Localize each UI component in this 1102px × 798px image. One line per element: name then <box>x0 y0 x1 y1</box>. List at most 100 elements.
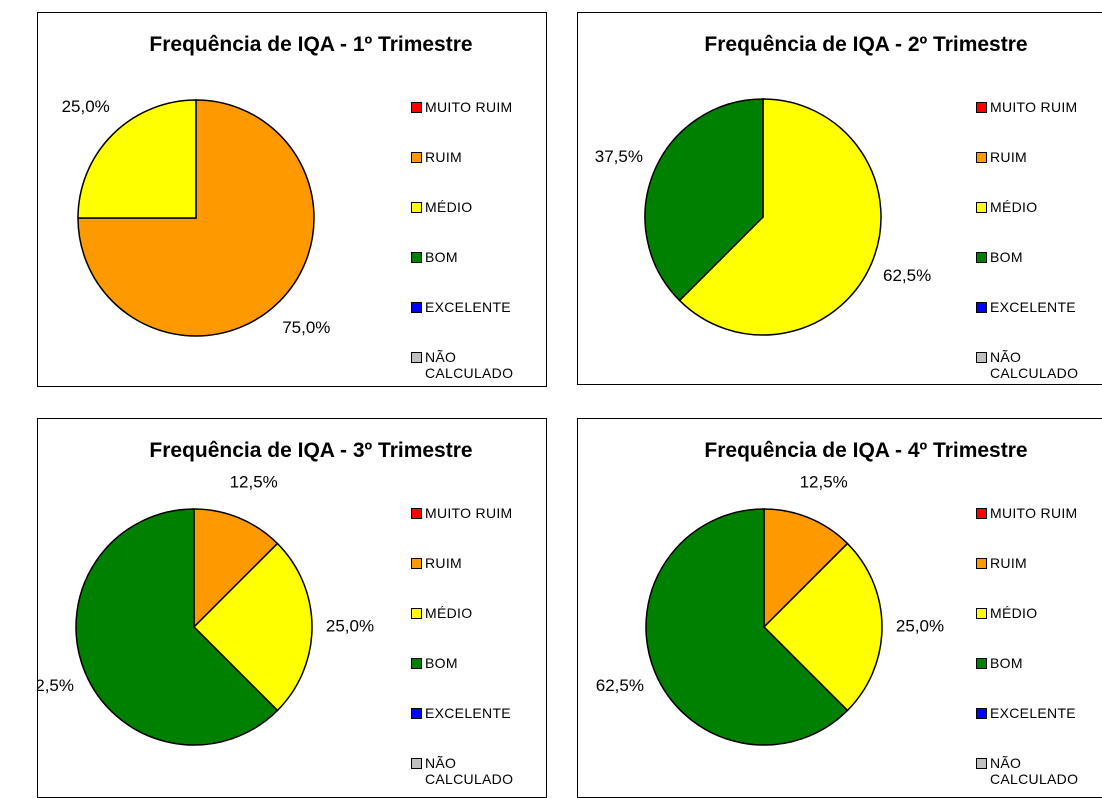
legend-item: MUITO RUIM <box>411 99 537 115</box>
chart-panel: 75,0% 25,0% Frequência de IQA - 1º Trimest… <box>37 12 547 387</box>
legend-swatch <box>976 758 987 769</box>
chart-panel: 12,5% 25,0% 62,5% Frequência de IQA - 4º Tr… <box>577 418 1102 798</box>
slice-label: 37,5% <box>595 147 643 166</box>
chart-title: Frequência de IQA - 2º Trimestre <box>704 33 1028 56</box>
legend-swatch <box>976 708 987 719</box>
legend-label: EXCELENTE <box>990 705 1076 721</box>
legend-swatch <box>976 102 987 113</box>
pie-area: 62,5% 37,5% <box>595 98 931 336</box>
legend-swatch <box>976 508 987 519</box>
legend-item: NÃO CALCULADO <box>976 349 1102 381</box>
legend-label: NÃO CALCULADO <box>425 349 514 381</box>
chart-title: Frequência de IQA - 3º Trimestre <box>149 439 473 462</box>
legend-item: MUITO RUIM <box>411 505 537 521</box>
legend-label: MUITO RUIM <box>990 99 1078 115</box>
legend-label: NÃO CALCULADO <box>990 349 1079 381</box>
chart-panel: 12,5% 25,0% 62,5% Frequência de IQA - 3º Tr… <box>37 418 547 798</box>
legend-swatch <box>411 608 422 619</box>
legend-label: RUIM <box>425 149 462 165</box>
legend-label: BOM <box>990 249 1023 265</box>
legend-label: BOM <box>990 655 1023 671</box>
legend-item: BOM <box>411 655 537 671</box>
slice-label: 62,5% <box>38 676 74 695</box>
legend-swatch <box>411 202 422 213</box>
legend-label: MUITO RUIM <box>425 99 513 115</box>
legend-item: NÃO CALCULADO <box>411 755 537 787</box>
legend-label: EXCELENTE <box>425 705 511 721</box>
pie-slice <box>77 99 315 337</box>
legend-swatch <box>976 252 987 263</box>
legend-item: MÉDIO <box>411 605 537 621</box>
legend-label: MÉDIO <box>425 199 473 215</box>
legend-swatch <box>976 202 987 213</box>
pie-slice <box>762 542 883 712</box>
chart-panel: 62,5% 37,5% Frequência de IQA - 2º Trimest… <box>577 12 1102 385</box>
slice-label: 75,0% <box>282 318 330 337</box>
pie-slice <box>193 508 279 629</box>
legend-item: EXCELENTE <box>976 299 1102 315</box>
legend-item: MÉDIO <box>976 199 1102 215</box>
legend-swatch <box>976 152 987 163</box>
legend-swatch <box>411 352 422 363</box>
legend-label: MUITO RUIM <box>990 505 1078 521</box>
legend-item: EXCELENTE <box>976 705 1102 721</box>
legend-label: MÉDIO <box>990 605 1038 621</box>
legend-label: RUIM <box>990 149 1027 165</box>
legend-swatch <box>411 508 422 519</box>
legend-label: BOM <box>425 249 458 265</box>
slice-label: 25,0% <box>896 616 944 635</box>
pie-area: 12,5% 25,0% 62,5% <box>596 472 944 746</box>
legend-swatch <box>976 658 987 669</box>
legend-item: NÃO CALCULADO <box>976 755 1102 787</box>
legend-label: EXCELENTE <box>425 299 511 315</box>
legend-swatch <box>411 102 422 113</box>
legend-swatch <box>411 558 422 569</box>
legend-item: RUIM <box>976 149 1102 165</box>
legend-item: EXCELENTE <box>411 299 537 315</box>
legend-swatch <box>411 302 422 313</box>
legend-label: MÉDIO <box>990 199 1038 215</box>
legend-swatch <box>411 758 422 769</box>
pie-slice <box>645 508 849 746</box>
legend-item: MUITO RUIM <box>976 99 1102 115</box>
pie-slice <box>644 98 764 302</box>
pie-slice <box>192 542 313 712</box>
legend-swatch <box>976 558 987 569</box>
legend-item: RUIM <box>411 555 537 571</box>
legend-item: BOM <box>411 249 537 265</box>
pie-slice <box>763 508 849 629</box>
pie-area: 12,5% 25,0% 62,5% <box>38 472 374 746</box>
slice-label: 25,0% <box>326 616 374 635</box>
legend-label: MÉDIO <box>425 605 473 621</box>
legend-item: EXCELENTE <box>411 705 537 721</box>
legend-item: BOM <box>976 655 1102 671</box>
legend-item: RUIM <box>411 149 537 165</box>
legend-item: MUITO RUIM <box>976 505 1102 521</box>
slice-label: 62,5% <box>596 676 644 695</box>
legend-label: RUIM <box>990 555 1027 571</box>
pie-slice <box>75 508 279 746</box>
legend-label: MUITO RUIM <box>425 505 513 521</box>
legend-swatch <box>411 152 422 163</box>
slice-label: 25,0% <box>62 97 110 116</box>
legend-label: RUIM <box>425 555 462 571</box>
pie-slice <box>678 98 882 336</box>
legend-item: NÃO CALCULADO <box>411 349 537 381</box>
slice-label: 12,5% <box>800 472 848 491</box>
chart-title: Frequência de IQA - 4º Trimestre <box>704 439 1028 462</box>
legend-item: MÉDIO <box>976 605 1102 621</box>
legend-swatch <box>976 302 987 313</box>
pie-slice <box>77 99 197 219</box>
legend-item: BOM <box>976 249 1102 265</box>
legend-item: RUIM <box>976 555 1102 571</box>
legend-label: BOM <box>425 655 458 671</box>
legend-item: MÉDIO <box>411 199 537 215</box>
pie-area: 75,0% 25,0% <box>62 97 331 337</box>
slice-label: 12,5% <box>230 472 278 491</box>
legend-label: NÃO CALCULADO <box>425 755 514 787</box>
legend-label: NÃO CALCULADO <box>990 755 1079 787</box>
chart-title: Frequência de IQA - 1º Trimestre <box>149 33 473 56</box>
legend-swatch <box>976 352 987 363</box>
legend-swatch <box>411 252 422 263</box>
